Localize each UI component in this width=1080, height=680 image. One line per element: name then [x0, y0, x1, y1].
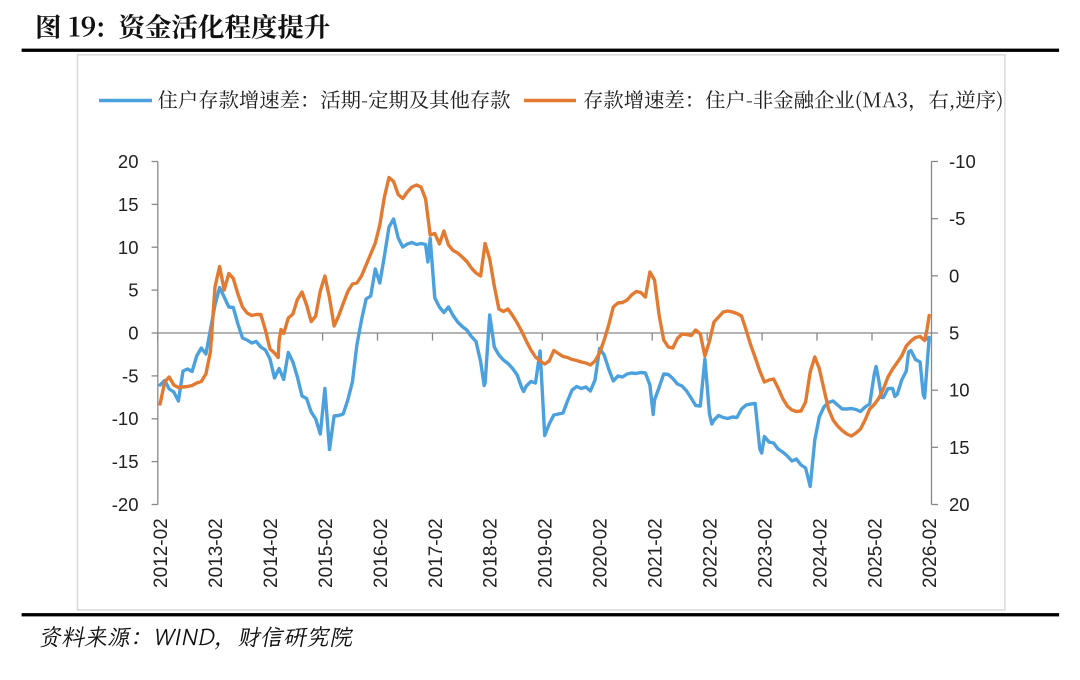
svg-text:15: 15	[118, 194, 139, 215]
svg-text:-15: -15	[112, 451, 139, 472]
svg-text:10: 10	[118, 237, 139, 258]
svg-text:2012-02: 2012-02	[151, 518, 172, 588]
svg-text:5: 5	[128, 280, 138, 301]
svg-text:2015-02: 2015-02	[316, 518, 337, 588]
svg-text:2019-02: 2019-02	[536, 518, 557, 588]
svg-text:2024-02: 2024-02	[810, 518, 831, 588]
svg-text:2026-02: 2026-02	[920, 518, 941, 588]
svg-text:20: 20	[118, 151, 139, 172]
svg-text:5: 5	[949, 323, 959, 344]
svg-text:2022-02: 2022-02	[701, 518, 722, 588]
svg-text:2017-02: 2017-02	[426, 518, 447, 588]
svg-text:2013-02: 2013-02	[206, 518, 227, 588]
svg-text:-5: -5	[949, 208, 965, 229]
svg-text:0: 0	[949, 265, 959, 286]
svg-text:2016-02: 2016-02	[371, 518, 392, 588]
svg-text:2021-02: 2021-02	[646, 518, 667, 588]
svg-text:2020-02: 2020-02	[591, 518, 612, 588]
svg-text:0: 0	[128, 323, 138, 344]
svg-text:2025-02: 2025-02	[865, 518, 886, 588]
svg-text:-10: -10	[949, 151, 976, 172]
svg-text:-5: -5	[122, 365, 138, 386]
svg-text:20: 20	[949, 494, 970, 515]
svg-text:-20: -20	[112, 494, 139, 515]
svg-text:2018-02: 2018-02	[481, 518, 502, 588]
svg-text:10: 10	[949, 380, 970, 401]
svg-text:15: 15	[949, 437, 970, 458]
svg-text:2014-02: 2014-02	[261, 518, 282, 588]
svg-text:2023-02: 2023-02	[755, 518, 776, 588]
svg-text:-10: -10	[112, 408, 139, 429]
